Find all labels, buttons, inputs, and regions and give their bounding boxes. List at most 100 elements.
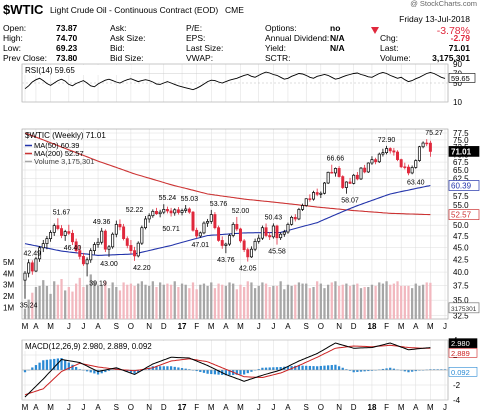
macd-histogram-bar	[49, 359, 52, 370]
macd-histogram-bar	[429, 369, 432, 370]
volume-bar	[144, 284, 147, 319]
field-label: Yield:	[265, 43, 286, 53]
candle-body	[206, 221, 210, 224]
rsi-last-tag	[448, 73, 476, 83]
candle-body	[355, 174, 359, 180]
candle-body	[45, 238, 49, 244]
macd-histogram-bar	[213, 370, 217, 375]
candle-body	[235, 223, 239, 230]
volume-bar	[396, 281, 399, 319]
candle-body	[301, 205, 305, 210]
x-tick-label: D	[351, 322, 357, 331]
candle-body	[366, 162, 370, 173]
x-tick-label: 18	[368, 322, 377, 331]
macd-tag-label: 2.889	[451, 349, 470, 358]
volume-bar	[162, 284, 165, 319]
volume-bar	[334, 281, 337, 319]
candle-body	[144, 218, 148, 229]
candle-body	[202, 222, 206, 234]
candle-body	[125, 238, 129, 246]
volume-bar	[151, 281, 154, 319]
volume-bar	[305, 283, 308, 319]
field-value: 69.23	[56, 43, 78, 53]
candle-body	[158, 211, 162, 215]
candle-body	[403, 166, 407, 168]
volume-bar	[122, 282, 125, 319]
macd-histogram-bar	[326, 365, 330, 370]
volume-bar	[246, 281, 249, 319]
macd-histogram-bar	[239, 370, 242, 375]
macd-histogram-bar	[443, 369, 447, 370]
macd-histogram-bar	[180, 368, 184, 370]
price-annotation: 72.90	[378, 137, 396, 144]
volume-bar	[308, 288, 312, 319]
candle-body	[41, 243, 45, 249]
volume-bar	[78, 277, 81, 319]
price-tick-label: 32.5	[453, 312, 469, 321]
candle-body	[330, 171, 334, 174]
rsi-tick-label: 10	[453, 98, 462, 107]
price-annotation: 63.40	[407, 179, 425, 186]
volume-tick-label: 2M	[3, 292, 14, 301]
volume-bar	[290, 285, 293, 319]
macd-histogram-bar	[155, 366, 158, 370]
volume-bar	[392, 283, 396, 319]
x-tick-label: N	[336, 322, 342, 331]
volume-bar	[352, 284, 355, 319]
volume-bar	[429, 282, 432, 319]
volume-bar	[224, 285, 228, 319]
x-tick-label: A	[223, 403, 229, 412]
candle-body	[388, 148, 392, 152]
volume-bar	[378, 282, 381, 319]
field-label: SCTR:	[265, 53, 291, 63]
x-tick-label: M	[22, 403, 29, 412]
legend-entry: MA(50) 60.39	[34, 141, 79, 150]
volume-bar	[221, 284, 224, 319]
macd-histogram-bar	[228, 370, 231, 376]
macd-histogram-bar	[85, 370, 89, 372]
volume-bar	[239, 284, 242, 319]
x-tick-label: M	[208, 322, 215, 331]
macd-histogram-bar	[330, 365, 333, 370]
macd-histogram-bar	[392, 368, 396, 370]
candle-body	[326, 171, 330, 184]
macd-histogram-bar	[31, 367, 34, 370]
price-annotation: 52.00	[232, 208, 250, 215]
macd-histogram-bar	[440, 369, 443, 370]
field-value: no	[330, 23, 340, 33]
quote-header: $WTIC Light Crude Oil - Continuous Contr…	[3, 0, 477, 63]
rsi-last-value: 59.65	[451, 74, 470, 83]
candle-body	[238, 228, 242, 242]
macd-histogram-bar	[403, 370, 406, 372]
price-tick-label: 57.5	[453, 192, 469, 201]
candle-body	[74, 241, 78, 251]
volume-bar	[418, 285, 421, 319]
x-tick-label: S	[304, 403, 309, 412]
candle-body	[151, 210, 155, 217]
candle-body	[385, 148, 389, 153]
macd-histogram-bar	[53, 358, 56, 370]
price-tick-label: 37.5	[453, 282, 469, 291]
volume-bar	[100, 284, 103, 319]
volume-bar	[180, 283, 184, 319]
candle-body	[52, 225, 56, 233]
macd-histogram-bar	[257, 369, 260, 370]
macd-histogram-bar	[407, 370, 410, 373]
macd-histogram-bar	[217, 370, 220, 375]
candle-body	[176, 209, 180, 213]
volume-bar	[148, 285, 151, 319]
x-tick-label: A	[95, 403, 101, 412]
macd-histogram-bar	[224, 370, 228, 376]
macd-histogram-bar	[297, 365, 301, 370]
candle-body	[282, 231, 286, 235]
volume-bar	[129, 283, 133, 319]
macd-histogram-bar	[334, 364, 337, 370]
x-axis-price: M A M J J A S O N D 17 F M A M J J A S O N D 18 F M A M J	[22, 322, 447, 331]
candle-body	[392, 150, 396, 153]
macd-histogram-bar	[60, 358, 63, 370]
x-tick-label: M	[398, 322, 405, 331]
x-tick-label: M	[47, 403, 54, 412]
macd-tag-label: 2.980	[451, 339, 470, 348]
field-value: 73.87	[56, 23, 78, 33]
change-percent: -3.78%	[437, 25, 470, 37]
